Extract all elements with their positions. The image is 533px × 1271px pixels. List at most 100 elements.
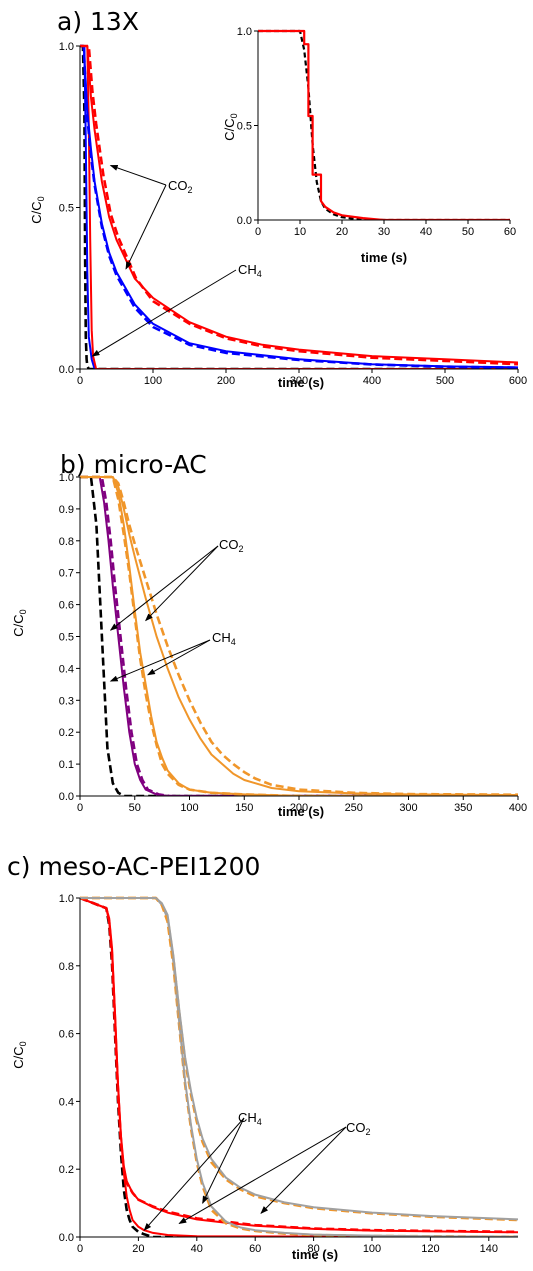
x-tick-label-a-inset: 20 — [336, 226, 348, 238]
x-tick-label-a: 0 — [77, 375, 83, 387]
panel-b-title: b) micro-AC — [60, 450, 207, 479]
series-line-c-5 — [80, 897, 518, 1237]
x-tick-label-a-inset: 30 — [378, 226, 390, 238]
annotation-arrow-a-1-0 — [91, 269, 237, 357]
panel-a-ylabel: C/C0 — [29, 196, 46, 223]
y-tick-label-b: 1.0 — [59, 472, 74, 484]
series-line-b-4 — [80, 475, 518, 796]
panel-a-co2-label: CO2 — [168, 178, 193, 195]
x-tick-label-c: 60 — [249, 1243, 261, 1255]
x-tick-label-b: 200 — [290, 802, 308, 814]
annotation-arrow-a-0-1 — [125, 184, 167, 270]
panel-b-co2-label: CO2 — [219, 537, 244, 554]
series-line-c-3 — [80, 897, 518, 1234]
series-line-a-5 — [80, 45, 518, 364]
panel-c-xlabel: time (s) — [292, 1247, 338, 1262]
annotation-arrow-a-0-0 — [109, 165, 167, 186]
annotation-arrow-b-1-1 — [109, 639, 211, 682]
series-line-b-1 — [80, 476, 518, 796]
series-line-b-3 — [80, 476, 518, 796]
annotation-arrow-c-0-0 — [143, 1117, 245, 1231]
svg-text:C/C0: C/C0 — [29, 196, 46, 223]
series-group-a — [80, 44, 518, 369]
series-line-b-5 — [80, 476, 518, 796]
x-tick-label-b: 100 — [180, 802, 198, 814]
plot-a-inset: 0 10 20 30 40 50 60 0.0 0.5 1.0 — [237, 26, 516, 238]
x-tick-label-b: 400 — [509, 802, 527, 814]
annotation-arrow-c-0-1 — [202, 1117, 245, 1204]
y-tick-label-a-inset: 0.0 — [237, 215, 252, 227]
x-tick-label-b: 350 — [454, 802, 472, 814]
panel-c-title: c) meso-AC-PEI1200 — [7, 852, 260, 881]
y-tick-label-c: 0.8 — [59, 961, 74, 973]
y-tick-label-c: 0.0 — [59, 1232, 74, 1244]
svg-text:C/C0: C/C0 — [222, 113, 239, 140]
panel-c-ylabel: C/C0 — [11, 1041, 28, 1068]
panel-b-ylabel: C/C0 — [11, 609, 28, 636]
x-tick-label-c: 120 — [421, 1243, 439, 1255]
y-tick-label-b: 0.5 — [59, 632, 74, 644]
panel-a-xlabel: time (s) — [278, 375, 324, 390]
x-tick-label-c: 140 — [480, 1243, 498, 1255]
x-tick-label-b: 300 — [399, 802, 417, 814]
y-tick-label-b: 0.3 — [59, 695, 74, 707]
series-line-c-6 — [80, 896, 518, 1222]
inset-ylabel: C/C0 — [222, 113, 239, 140]
series-line-a-inset-0 — [258, 29, 510, 220]
series-group-b — [80, 475, 518, 796]
x-tick-label-a: 600 — [509, 375, 527, 387]
series-line-b-0 — [80, 475, 518, 796]
inset-xlabel: time (s) — [361, 250, 407, 265]
x-tick-label-a: 200 — [217, 375, 235, 387]
series-group-c — [80, 896, 518, 1237]
plot-b: 0 50 100 150 200 250 300 350 400 0.0 0.1 0.2 0.3 0.4 0… — [59, 472, 527, 814]
x-tick-label-b: 150 — [235, 802, 253, 814]
y-tick-label-a-inset: 0.5 — [237, 121, 252, 133]
svg-text:C/C0: C/C0 — [11, 609, 28, 636]
series-line-b-2 — [80, 475, 518, 796]
y-tick-label-b: 0.0 — [59, 791, 74, 803]
series-line-a-0 — [80, 44, 518, 369]
x-tick-label-a-inset: 50 — [462, 226, 474, 238]
x-tick-label-a: 100 — [144, 375, 162, 387]
annotation-arrow-c-1-1 — [260, 1126, 347, 1214]
x-tick-label-b: 250 — [345, 802, 363, 814]
annotation-arrow-c-1-0 — [178, 1126, 347, 1224]
series-line-a-4 — [80, 44, 518, 369]
y-tick-label-b: 0.6 — [59, 600, 74, 612]
panel-a-title: a) 13X — [57, 7, 139, 36]
x-tick-label-c: 100 — [363, 1243, 381, 1255]
y-tick-label-a: 0.5 — [59, 203, 74, 215]
panel-b-ch4-label: CH4 — [212, 630, 236, 647]
x-tick-label-a-inset: 40 — [420, 226, 432, 238]
series-line-c-0 — [80, 896, 518, 1237]
series-line-c-1 — [80, 897, 518, 1237]
series-line-a-6 — [80, 44, 518, 366]
y-tick-label-b: 0.1 — [59, 759, 74, 771]
x-tick-label-a: 400 — [363, 375, 381, 387]
y-tick-label-a: 1.0 — [59, 41, 74, 53]
y-tick-label-c: 1.0 — [59, 893, 74, 905]
y-tick-label-a: 0.0 — [59, 364, 74, 376]
series-line-b-6 — [80, 475, 518, 796]
y-tick-label-b: 0.9 — [59, 504, 74, 516]
svg-text:C/C0: C/C0 — [11, 1041, 28, 1068]
y-tick-label-b: 0.7 — [59, 568, 74, 580]
x-tick-label-c: 80 — [307, 1243, 319, 1255]
x-tick-label-a-inset: 0 — [255, 226, 261, 238]
series-line-c-7 — [80, 897, 518, 1221]
annotation-arrow-b-0-1 — [109, 545, 219, 631]
x-tick-label-a-inset: 10 — [294, 226, 306, 238]
x-tick-label-c: 20 — [132, 1243, 144, 1255]
y-tick-label-b: 0.8 — [59, 536, 74, 548]
x-tick-label-c: 0 — [77, 1243, 83, 1255]
x-tick-label-a: 300 — [290, 375, 308, 387]
y-tick-label-a-inset: 1.0 — [237, 26, 252, 38]
panel-b-xlabel: time (s) — [278, 804, 324, 819]
y-tick-label-c: 0.6 — [59, 1029, 74, 1041]
panel-a-ch4-label: CH4 — [238, 262, 262, 279]
series-line-a-inset-1 — [258, 29, 510, 220]
plot-c: 0 20 40 60 80 100 120 140 0.0 0.2 0.4 0.6 0.8 1.0 — [59, 893, 518, 1255]
